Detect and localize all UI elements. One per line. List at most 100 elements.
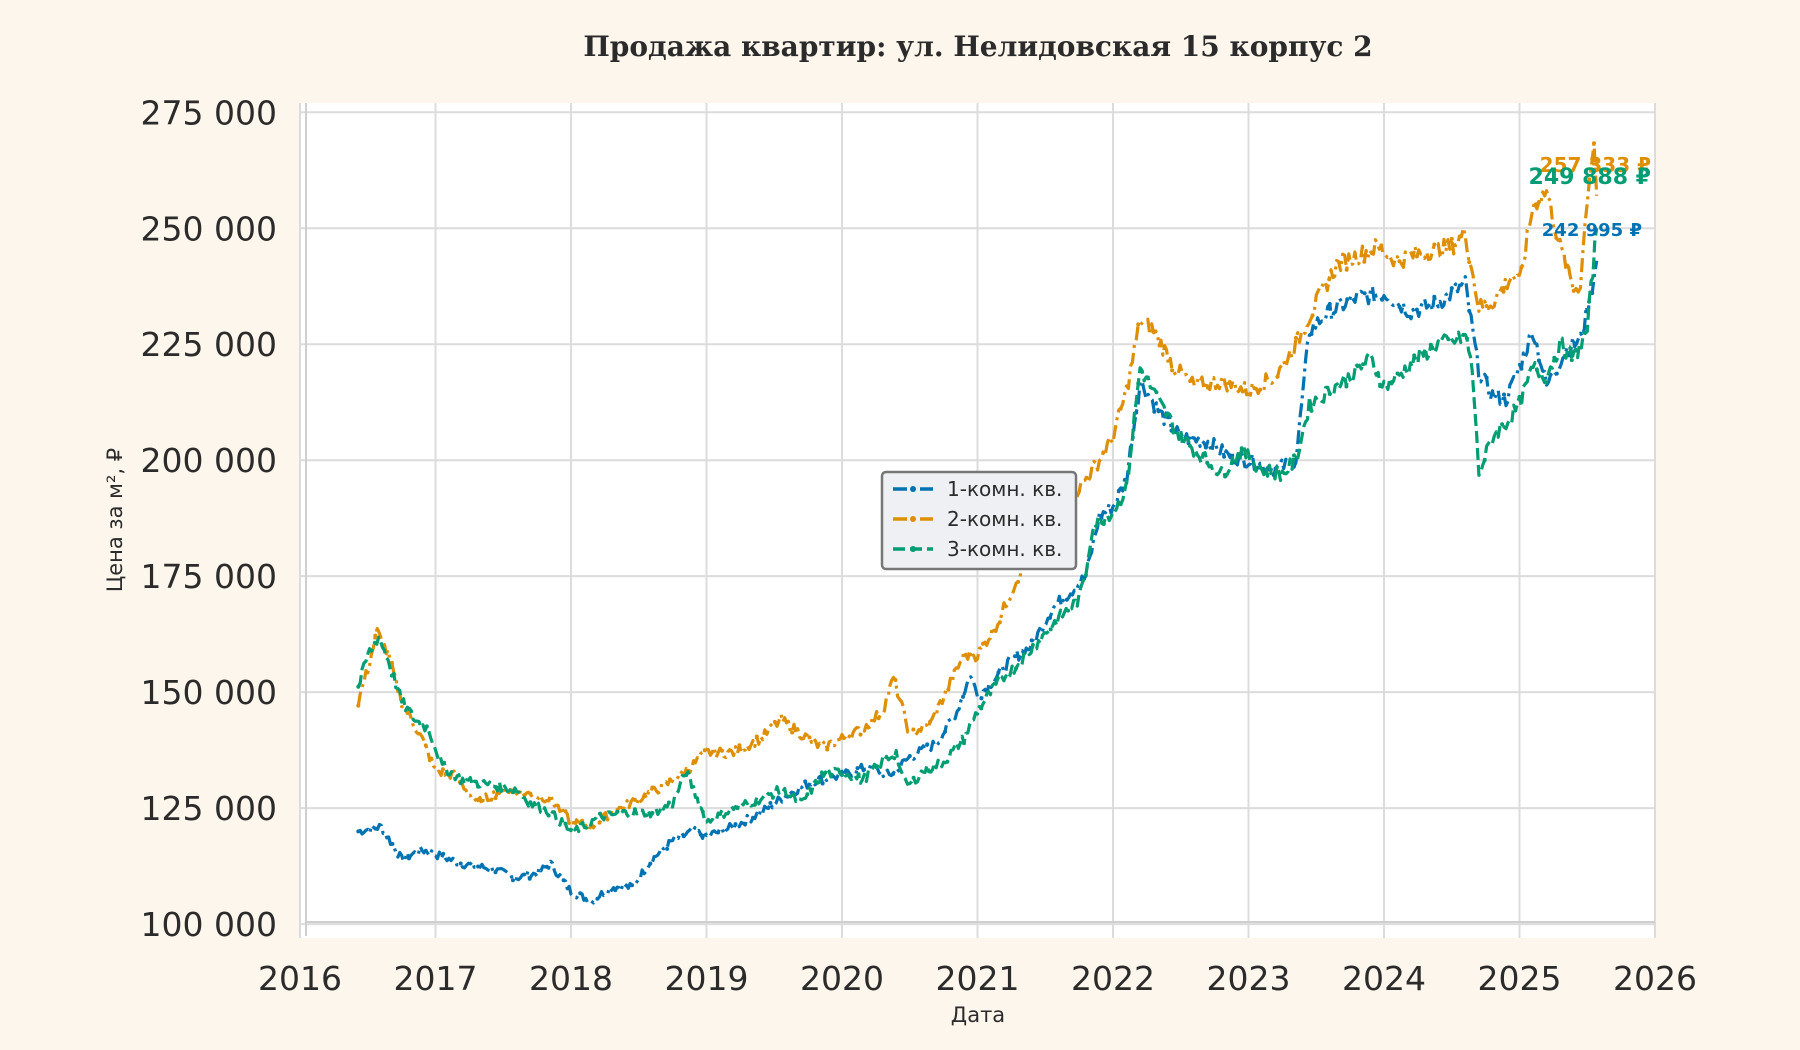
series-point-3 [1136, 381, 1141, 386]
series-point-2 [667, 777, 672, 782]
chart-title: Продажа квартир: ул. Нелидовская 15 корп… [583, 30, 1372, 63]
series-point-3 [1101, 522, 1106, 526]
series-point-3 [356, 684, 361, 689]
series-line-1 [357, 260, 1599, 905]
series-point-2 [493, 796, 498, 801]
series-point-3 [510, 790, 515, 795]
series-point-3 [1083, 573, 1088, 577]
series-point-1 [820, 781, 825, 786]
x-tick-label: 2021 [936, 959, 1020, 998]
series-point-2 [841, 736, 846, 740]
series-point-3 [1205, 460, 1210, 465]
series-point-2 [1153, 329, 1158, 334]
x-tick-label: 2023 [1207, 959, 1291, 998]
series-point-3 [389, 673, 394, 678]
series-point-3 [373, 640, 377, 645]
series-point-1 [1572, 344, 1577, 348]
series-point-3 [1118, 502, 1123, 507]
series-point-2 [720, 748, 724, 753]
series-point-3 [1188, 443, 1192, 448]
series-point-3 [598, 811, 602, 816]
series-point-2 [1223, 381, 1228, 386]
series-point-3 [1154, 390, 1159, 395]
x-tick-label: 2016 [258, 959, 342, 998]
series-point-2 [1016, 579, 1021, 584]
series-point-2 [1118, 406, 1123, 411]
series-point-3 [788, 794, 793, 799]
series-point-1 [544, 864, 549, 869]
x-tick-label: 2019 [665, 959, 749, 998]
series-point-1 [979, 696, 984, 701]
series-point-2 [1101, 450, 1106, 455]
series-point-1 [1013, 654, 1018, 659]
series-point-2 [597, 820, 602, 825]
series-point-1 [510, 878, 515, 883]
series-point-3 [1587, 299, 1592, 304]
series-point-3 [770, 795, 775, 800]
series-point-2 [632, 797, 637, 802]
series-point-1 [1536, 358, 1541, 363]
series-point-1 [595, 896, 600, 901]
series-point-2 [1379, 243, 1384, 248]
series-point-1 [1449, 286, 1454, 291]
series-point-1 [423, 848, 428, 853]
series-point-3 [563, 821, 568, 826]
series-point-2 [1592, 141, 1596, 146]
series-point-1 [476, 864, 481, 869]
x-tick-label: 2017 [394, 959, 478, 998]
series-point-1 [996, 670, 1001, 675]
series-point-1 [1064, 597, 1069, 602]
series-point-3 [1361, 362, 1366, 367]
series-point-3 [546, 813, 551, 818]
series-point-2 [1205, 385, 1210, 390]
series-point-1 [1414, 307, 1419, 312]
y-axis-label: Цена за м², ₽ [103, 448, 127, 592]
series-point-1 [407, 856, 411, 861]
y-tick-label: 275 000 [141, 93, 277, 132]
series-point-1 [373, 826, 378, 831]
series-point-3 [718, 812, 722, 816]
series-point-2 [1293, 335, 1298, 340]
series-point-1 [1467, 308, 1472, 313]
series-point-3 [928, 769, 933, 774]
series-point-3 [442, 760, 447, 765]
series-point-3 [979, 706, 984, 711]
series-point-3 [1171, 430, 1176, 435]
series-point-3 [892, 756, 897, 761]
series-point-3 [1066, 608, 1070, 613]
series-point-1 [561, 878, 566, 883]
legend-label-1: 1-комн. кв. [947, 477, 1062, 501]
series-point-2 [825, 747, 830, 752]
y-tick-label: 175 000 [141, 557, 277, 596]
series-line-3 [356, 228, 1599, 834]
series-point-3 [493, 785, 498, 789]
series-point-2 [981, 641, 985, 646]
series-point-3 [407, 707, 412, 711]
series-point-2 [997, 620, 1002, 625]
series-point-3 [1048, 627, 1053, 632]
x-tick-label: 2025 [1478, 959, 1562, 998]
series-point-1 [458, 861, 463, 866]
x-axis-label: Дата [951, 1003, 1005, 1027]
series-point-3 [1395, 371, 1400, 376]
series-point-3 [1534, 367, 1539, 372]
series-point-3 [805, 792, 810, 797]
x-tick-label: 2026 [1613, 959, 1697, 998]
series-point-3 [995, 676, 1000, 681]
series-point-1 [1345, 297, 1350, 302]
series-point-1 [1380, 297, 1385, 302]
series-point-1 [1116, 488, 1121, 493]
series-point-3 [1344, 384, 1349, 389]
series-point-1 [1362, 291, 1367, 296]
series-point-3 [735, 806, 740, 811]
series-point-2 [1344, 267, 1349, 272]
legend-marker-1 [910, 486, 916, 492]
series-point-2 [772, 719, 777, 724]
series-point-1 [441, 851, 446, 856]
series-point-2 [1449, 236, 1454, 241]
series-point-2 [546, 798, 551, 803]
y-tick-label: 125 000 [141, 789, 277, 828]
series-point-1 [716, 830, 721, 835]
series-point-1 [578, 891, 583, 896]
series-point-3 [666, 800, 671, 805]
